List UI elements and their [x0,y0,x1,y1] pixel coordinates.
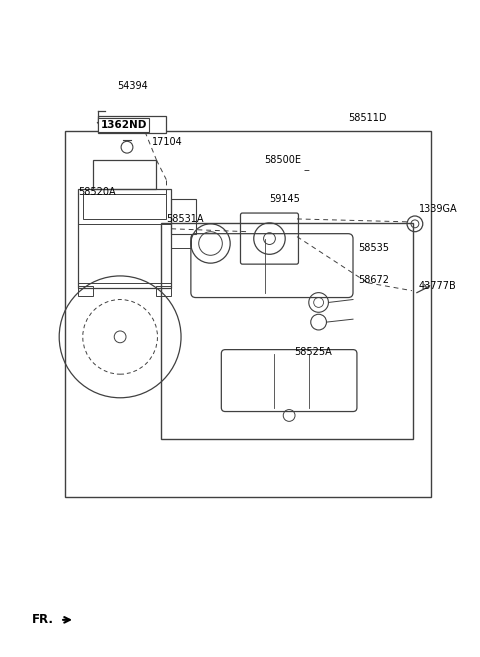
Text: 58525A: 58525A [294,347,332,357]
Text: 58535: 58535 [358,243,389,254]
Text: 58500E: 58500E [264,155,301,165]
Text: 59145: 59145 [269,194,300,204]
Bar [83,194,166,219]
Bar [78,189,171,288]
Bar [161,223,413,439]
Bar [171,234,191,248]
Bar [171,199,196,234]
Text: 58511D: 58511D [348,113,386,123]
Bar [93,160,156,189]
Text: 54394: 54394 [117,81,148,91]
Text: 43777B: 43777B [419,281,456,291]
Text: 58520A: 58520A [78,187,116,197]
Bar [97,116,166,133]
Text: 1362ND: 1362ND [100,120,147,129]
Text: 58672: 58672 [358,275,389,285]
Text: FR.: FR. [32,614,54,626]
Bar [78,286,93,296]
Bar [65,131,431,497]
Text: 58531A: 58531A [166,214,204,224]
Bar [156,286,171,296]
Text: 17104: 17104 [152,137,182,147]
Text: 1339GA: 1339GA [419,204,457,214]
